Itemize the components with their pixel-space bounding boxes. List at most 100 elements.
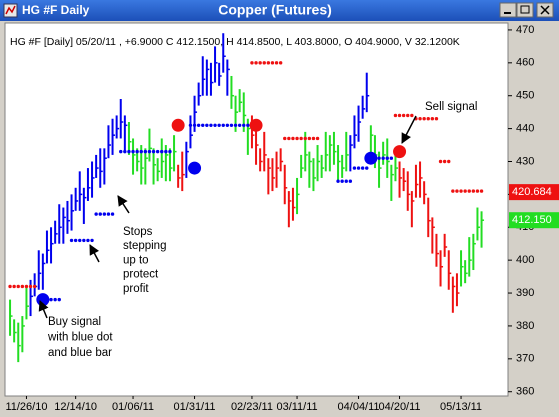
stop-dot <box>447 159 451 164</box>
stop-dot <box>127 149 131 154</box>
stop-dot <box>336 179 340 183</box>
stop-dot <box>213 123 217 128</box>
signal-dot <box>364 151 378 165</box>
stop-dot <box>151 149 156 154</box>
stop-dot <box>258 61 262 65</box>
stop-dot <box>360 166 365 170</box>
info-line: HG #F [Daily] 05/20/11 , +6.9000 C 412.1… <box>10 36 460 48</box>
plot-area <box>4 22 509 397</box>
stop-dot <box>365 166 369 170</box>
y-tick-label: 460 <box>516 57 534 69</box>
y-tick-label: 370 <box>516 353 534 365</box>
stop-dot <box>270 61 275 65</box>
price-tag <box>509 184 559 201</box>
stop-dot <box>389 156 394 160</box>
stop-dot <box>352 166 357 170</box>
stop-dot <box>209 123 213 128</box>
x-tick-label: 04/20/11 <box>379 401 421 413</box>
stop-dot <box>348 179 353 183</box>
annotation: Buy signal <box>48 316 101 328</box>
stop-dot <box>430 117 435 121</box>
stop-dot <box>463 189 467 193</box>
x-tick-label: 11/26/10 <box>5 401 47 413</box>
annotation: stepping <box>123 240 166 252</box>
stop-dot <box>455 189 459 193</box>
stop-dot <box>28 284 33 289</box>
y-tick-label: 390 <box>516 287 534 299</box>
stop-dot <box>69 238 74 243</box>
stop-dot <box>110 212 115 216</box>
price-tag-label: 412.150 <box>512 214 552 226</box>
stop-dot <box>438 159 443 164</box>
stop-dot <box>164 149 168 154</box>
stop-dot <box>311 136 316 141</box>
stop-dot <box>188 123 193 128</box>
stop-dot <box>49 297 53 302</box>
stop-dot <box>426 117 430 121</box>
y-tick-label: 430 <box>516 155 534 167</box>
x-tick-label: 12/14/10 <box>54 401 97 413</box>
price-tag-label: 420.684 <box>512 186 552 198</box>
signal-dot <box>188 161 202 175</box>
stop-dot <box>139 149 143 154</box>
stop-dot <box>287 136 291 141</box>
x-tick-label: 02/23/11 <box>231 401 273 413</box>
stop-dot <box>451 189 455 193</box>
signal-dot <box>171 118 185 132</box>
stop-dot <box>20 284 25 289</box>
annotation: and blue bar <box>48 347 112 359</box>
stop-dot <box>401 113 406 118</box>
stop-dot <box>434 117 439 121</box>
stop-dot <box>479 189 484 193</box>
stop-dot <box>123 149 127 154</box>
signal-dot <box>249 118 263 132</box>
stop-dot <box>406 113 410 118</box>
stop-dot <box>397 113 402 118</box>
stop-dot <box>233 123 238 128</box>
stop-dot <box>98 212 102 216</box>
stop-dot <box>135 149 139 154</box>
stop-dot <box>221 123 225 128</box>
stop-dot <box>303 136 307 141</box>
title-bar <box>0 0 559 21</box>
stop-dot <box>201 123 205 128</box>
maximize-button[interactable] <box>516 2 534 18</box>
x-tick-label: 01/31/11 <box>174 401 216 413</box>
stop-dot <box>8 284 12 289</box>
minimize-button[interactable] <box>499 2 517 18</box>
stop-dot <box>344 179 348 183</box>
icon-glyph <box>5 5 16 15</box>
stop-dot <box>94 212 98 216</box>
stop-dot <box>53 297 57 302</box>
stop-dot <box>381 156 385 160</box>
stop-dot <box>225 123 230 128</box>
signal-dot <box>393 145 407 159</box>
annotation: protect <box>123 269 159 281</box>
stop-dot <box>315 136 320 141</box>
stop-dot <box>16 284 20 289</box>
stop-dot <box>291 136 295 141</box>
stop-dot <box>73 238 78 243</box>
stop-dot <box>283 136 287 141</box>
stop-dot <box>237 123 242 128</box>
stop-dot <box>168 149 172 154</box>
y-tick-label: 400 <box>516 254 534 266</box>
y-tick-label: 470 <box>516 24 534 36</box>
price-tag <box>509 212 559 229</box>
stop-dot <box>246 123 250 128</box>
stop-dot <box>217 123 221 128</box>
stop-dot <box>307 136 312 141</box>
stop-dot <box>205 123 209 128</box>
stop-dot <box>160 149 164 154</box>
stop-dot <box>475 189 480 193</box>
stop-dot <box>393 113 398 118</box>
annotation: Stops <box>123 226 153 238</box>
y-tick-label: 440 <box>516 123 534 135</box>
stop-dot <box>471 189 476 193</box>
y-tick-label: 450 <box>516 90 534 102</box>
signal-dot <box>36 293 50 307</box>
stop-dot <box>78 238 82 243</box>
annotation: up to <box>123 254 149 266</box>
stop-dot <box>106 212 111 216</box>
